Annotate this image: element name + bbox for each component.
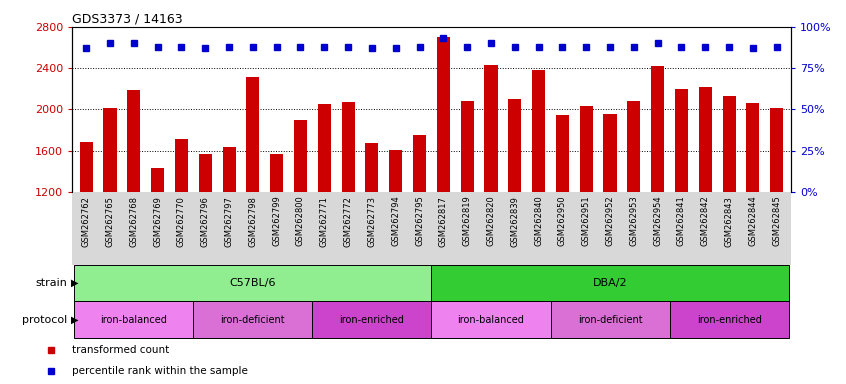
Text: GSM262841: GSM262841: [677, 196, 686, 247]
Bar: [74, 301, 194, 338]
Bar: [74, 265, 431, 301]
Bar: [175, 139, 188, 192]
Text: GSM262839: GSM262839: [510, 196, 519, 247]
Text: GSM262796: GSM262796: [201, 196, 210, 247]
Bar: [431, 301, 551, 338]
Text: iron-enriched: iron-enriched: [339, 314, 404, 325]
Bar: [675, 89, 688, 192]
Text: GSM262794: GSM262794: [391, 196, 400, 247]
Text: iron-deficient: iron-deficient: [221, 314, 285, 325]
Text: GSM262844: GSM262844: [749, 196, 757, 247]
Text: GSM262795: GSM262795: [415, 196, 424, 247]
Text: strain: strain: [36, 278, 68, 288]
Text: DBA/2: DBA/2: [593, 278, 628, 288]
Bar: [532, 70, 545, 192]
Bar: [318, 104, 331, 192]
Text: GSM262769: GSM262769: [153, 196, 162, 247]
Text: GSM262842: GSM262842: [700, 196, 710, 247]
Bar: [699, 87, 711, 192]
Text: protocol: protocol: [23, 314, 68, 325]
Text: GSM262773: GSM262773: [367, 196, 376, 247]
Text: GSM262799: GSM262799: [272, 196, 281, 247]
Bar: [722, 96, 736, 192]
Text: GSM262819: GSM262819: [463, 196, 472, 247]
Text: GSM262952: GSM262952: [606, 196, 614, 246]
Bar: [460, 101, 474, 192]
Bar: [485, 65, 497, 192]
Text: GSM262762: GSM262762: [82, 196, 91, 247]
Bar: [437, 37, 450, 192]
Text: GSM262771: GSM262771: [320, 196, 329, 247]
Bar: [80, 142, 93, 192]
Text: GSM262843: GSM262843: [725, 196, 733, 247]
Text: GSM262950: GSM262950: [558, 196, 567, 246]
Text: GSM262845: GSM262845: [772, 196, 781, 247]
Bar: [365, 144, 378, 192]
Bar: [199, 154, 212, 192]
Bar: [556, 114, 569, 192]
Text: GSM262800: GSM262800: [296, 196, 305, 247]
Bar: [103, 108, 117, 192]
Bar: [270, 154, 283, 192]
Bar: [580, 106, 593, 192]
Text: GSM262840: GSM262840: [534, 196, 543, 247]
Bar: [746, 103, 760, 192]
Text: GSM262820: GSM262820: [486, 196, 496, 247]
Bar: [194, 301, 312, 338]
Text: GSM262954: GSM262954: [653, 196, 662, 246]
Text: GSM262772: GSM262772: [343, 196, 353, 247]
Text: ▶: ▶: [71, 278, 79, 288]
Bar: [651, 66, 664, 192]
Bar: [627, 101, 640, 192]
Bar: [413, 135, 426, 192]
Bar: [294, 120, 307, 192]
Text: iron-enriched: iron-enriched: [696, 314, 761, 325]
Text: GSM262951: GSM262951: [582, 196, 591, 246]
Text: GSM262798: GSM262798: [249, 196, 257, 247]
Bar: [342, 102, 354, 192]
Text: GSM262953: GSM262953: [629, 196, 639, 247]
Text: iron-deficient: iron-deficient: [578, 314, 642, 325]
Bar: [770, 108, 783, 192]
Bar: [431, 265, 788, 301]
Bar: [603, 114, 617, 192]
Bar: [222, 147, 236, 192]
Bar: [669, 301, 788, 338]
Text: ▶: ▶: [71, 314, 79, 325]
Text: GSM262765: GSM262765: [106, 196, 114, 247]
Bar: [312, 301, 431, 338]
Text: GSM262797: GSM262797: [224, 196, 233, 247]
Text: GSM262770: GSM262770: [177, 196, 186, 247]
Bar: [151, 168, 164, 192]
Bar: [508, 99, 521, 192]
Text: iron-balanced: iron-balanced: [101, 314, 168, 325]
Bar: [551, 301, 669, 338]
Bar: [246, 78, 260, 192]
Bar: [127, 90, 140, 192]
Text: GSM262817: GSM262817: [439, 196, 448, 247]
Text: transformed count: transformed count: [72, 345, 169, 355]
Text: GDS3373 / 14163: GDS3373 / 14163: [72, 13, 183, 26]
Text: GSM262768: GSM262768: [129, 196, 138, 247]
Text: percentile rank within the sample: percentile rank within the sample: [72, 366, 248, 376]
Text: C57BL/6: C57BL/6: [229, 278, 276, 288]
Text: iron-balanced: iron-balanced: [458, 314, 525, 325]
Bar: [389, 150, 403, 192]
